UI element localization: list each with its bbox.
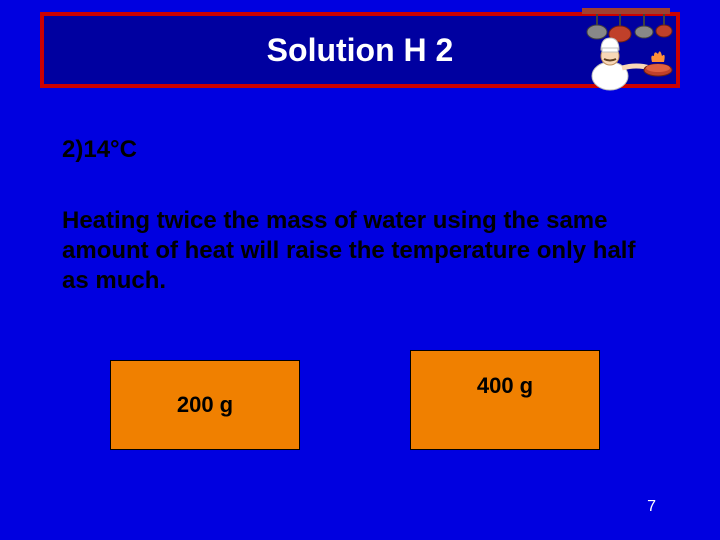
answer-text: 2)14°C	[62, 136, 137, 164]
chef-cooking-icon	[572, 6, 682, 96]
mass-box-left: 200 g	[110, 360, 300, 450]
mass-box-left-label: 200 g	[177, 392, 233, 418]
explanation-text: Heating twice the mass of water using th…	[62, 206, 662, 296]
slide-title: Solution H 2	[267, 32, 454, 69]
page-number: 7	[647, 498, 656, 516]
mass-box-right: 400 g	[410, 350, 600, 450]
mass-box-right-label: 400 g	[477, 373, 533, 399]
